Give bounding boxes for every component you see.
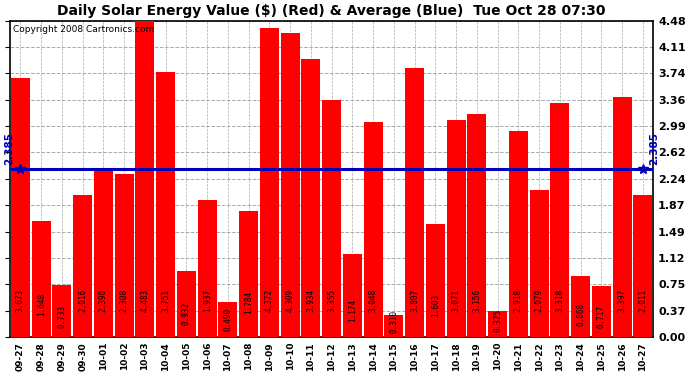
Bar (571, 276, 590, 337)
Bar (343, 254, 362, 337)
Text: 3.751: 3.751 (161, 289, 170, 312)
Text: 0.717: 0.717 (597, 305, 606, 328)
Bar (529, 190, 549, 337)
Text: 2.385: 2.385 (649, 132, 659, 165)
Bar (364, 122, 383, 337)
Bar (197, 200, 217, 337)
Text: 1.937: 1.937 (203, 290, 212, 312)
Bar (260, 28, 279, 337)
Bar (52, 285, 72, 337)
Text: 1.174: 1.174 (348, 299, 357, 322)
Text: 0.932: 0.932 (182, 302, 191, 325)
Text: 0.375: 0.375 (493, 309, 502, 332)
Bar (218, 303, 237, 337)
Text: 4.483: 4.483 (140, 289, 150, 312)
Text: 2.308: 2.308 (119, 289, 128, 312)
Bar (94, 168, 113, 337)
Bar (633, 195, 652, 337)
Bar (446, 120, 466, 337)
Text: 1.784: 1.784 (244, 291, 253, 314)
Bar (135, 21, 155, 337)
Text: 3.048: 3.048 (368, 289, 377, 312)
Bar (509, 131, 528, 337)
Bar (177, 271, 196, 337)
Bar (613, 97, 631, 337)
Text: 3.156: 3.156 (473, 289, 482, 312)
Text: 1.648: 1.648 (37, 293, 46, 316)
Text: 3.807: 3.807 (410, 289, 419, 312)
Bar (405, 68, 424, 337)
Bar (156, 72, 175, 337)
Text: 0.490: 0.490 (224, 308, 233, 331)
Bar (384, 315, 404, 337)
Text: 3.318: 3.318 (555, 289, 564, 312)
Bar (592, 286, 611, 337)
Text: 0.733: 0.733 (57, 304, 66, 328)
Text: 2.079: 2.079 (535, 289, 544, 312)
Bar (115, 174, 134, 337)
Bar (32, 221, 50, 337)
Text: 3.673: 3.673 (16, 289, 25, 312)
Bar (239, 211, 258, 337)
Bar (281, 33, 299, 337)
Text: 1.603: 1.603 (431, 294, 440, 317)
Bar (11, 78, 30, 337)
Bar (488, 310, 507, 337)
Text: 0.310: 0.310 (389, 310, 398, 333)
Text: 3.355: 3.355 (327, 289, 336, 312)
Text: Copyright 2008 Cartronics.com: Copyright 2008 Cartronics.com (13, 26, 155, 34)
Title: Daily Solar Energy Value ($) (Red) & Average (Blue)  Tue Oct 28 07:30: Daily Solar Energy Value ($) (Red) & Ave… (57, 4, 606, 18)
Text: 0.868: 0.868 (576, 303, 585, 326)
Text: 4.372: 4.372 (265, 289, 274, 312)
Text: 2.016: 2.016 (78, 289, 87, 312)
Bar (73, 195, 92, 337)
Bar (467, 114, 486, 337)
Bar (302, 59, 320, 337)
Text: 2.390: 2.390 (99, 289, 108, 312)
Text: 3.934: 3.934 (306, 289, 315, 312)
Text: 2.385: 2.385 (4, 132, 14, 165)
Text: 3.397: 3.397 (618, 289, 627, 312)
Text: 3.071: 3.071 (452, 289, 461, 312)
Text: 2.918: 2.918 (514, 289, 523, 312)
Text: 4.309: 4.309 (286, 289, 295, 312)
Bar (322, 100, 341, 337)
Bar (551, 103, 569, 337)
Bar (426, 224, 445, 337)
Text: 2.011: 2.011 (638, 289, 647, 312)
